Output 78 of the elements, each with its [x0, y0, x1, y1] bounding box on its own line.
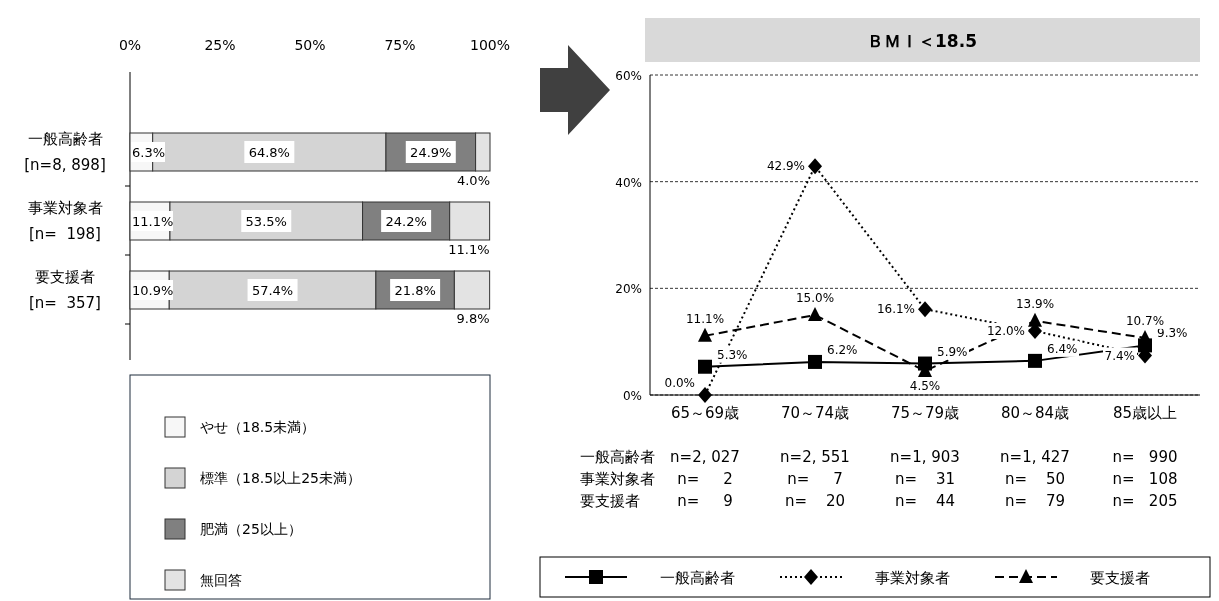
text: n=2, 027 — [670, 448, 740, 466]
point — [808, 307, 822, 321]
legend-label: 事業対象者 — [875, 569, 950, 587]
x-tick-label: 85歳以上 — [1112, 404, 1178, 422]
x-tick-label: 100% — [469, 37, 511, 53]
legend-label: やせ（18.5未満） — [200, 419, 316, 435]
data-label: 0.0% — [664, 376, 695, 390]
text: n= 9 — [677, 492, 733, 510]
data-label: 4.5% — [909, 379, 941, 393]
data-label: 11.1% — [132, 214, 174, 229]
data-label: 6.4% — [1047, 341, 1078, 356]
legend-label: 標準（18.5以上25未満） — [200, 470, 361, 486]
point — [698, 327, 712, 342]
data-label: 53.5% — [245, 214, 287, 229]
data-label: 4.0% — [456, 173, 490, 188]
data-label: 16.1% — [876, 302, 915, 317]
data-label: 21.8% — [394, 283, 436, 298]
text: n=1, 427 — [1000, 448, 1070, 466]
data-label: 42.9% — [766, 159, 805, 174]
data-label: 12.0% — [986, 324, 1025, 338]
data-label: 24.9% — [410, 145, 452, 160]
text: n= 44 — [894, 492, 956, 510]
x-tick-label: 0% — [118, 37, 142, 53]
text: n= 990 — [1112, 448, 1178, 466]
text: n= 2 — [677, 470, 733, 488]
data-label: 24.2% — [385, 214, 427, 229]
chart-title: ＢＭＩ＜18.5 — [867, 31, 977, 51]
y-tick-label: 0% — [622, 389, 642, 403]
text: n= 7 — [787, 470, 843, 488]
x-tick-label: 70～74歳 — [780, 404, 850, 422]
y-tick-label: 40% — [615, 175, 642, 190]
y-tick-label: 20% — [615, 282, 642, 297]
y-tick-label: 60% — [615, 69, 642, 83]
point — [698, 387, 712, 403]
x-tick-label: 75% — [384, 37, 416, 53]
data-label: 9.8% — [456, 311, 490, 326]
data-label: 11.1% — [448, 242, 490, 257]
point — [918, 301, 932, 318]
data-label: 64.8% — [248, 145, 290, 160]
text: n= 79 — [1004, 492, 1066, 510]
point — [1028, 353, 1042, 368]
data-label: 5.3% — [717, 347, 748, 362]
data-label: 13.9% — [1015, 296, 1055, 311]
point — [808, 158, 822, 175]
data-label: 9.3% — [1157, 326, 1188, 341]
text: n= 20 — [784, 492, 846, 510]
legend-label: 要支援者 — [1090, 569, 1150, 587]
point — [1028, 312, 1042, 327]
text: n=2, 551 — [780, 448, 850, 466]
x-tick-label: 75～79歳 — [890, 404, 960, 422]
text: 要支援者 — [580, 492, 640, 510]
y-tick-label: 事業対象者 [n= 198] — [27, 199, 103, 243]
point — [698, 359, 712, 374]
text: n= 108 — [1112, 470, 1178, 488]
x-tick-label: 50% — [294, 37, 326, 53]
data-label: 57.4% — [251, 283, 294, 298]
text: n= 205 — [1112, 492, 1178, 510]
data-label: 15.0% — [795, 291, 835, 305]
y-tick-label: 一般高齢者 [n=8, 898] — [24, 130, 106, 174]
point — [808, 354, 822, 369]
text: n= 50 — [1004, 470, 1066, 488]
x-tick-label: 65～69歳 — [670, 404, 740, 422]
y-tick-label: 要支援者 [n= 357] — [29, 268, 101, 312]
data-label: 5.9% — [937, 344, 968, 359]
data-label: 11.1% — [685, 311, 725, 326]
text: 事業対象者 — [580, 470, 655, 488]
x-tick-label: 80～84歳 — [1000, 404, 1070, 422]
data-label: 7.4% — [1104, 348, 1135, 363]
legend-label: 肥満（25以上） — [200, 521, 302, 537]
data-label: 10.7% — [1125, 313, 1165, 328]
legend-label: 無回答 — [200, 572, 242, 588]
text: 一般高齢者 — [580, 448, 655, 466]
data-label: 6.2% — [827, 342, 858, 357]
x-tick-label: 25% — [204, 37, 236, 53]
text: n= 31 — [894, 470, 956, 488]
data-label: 6.3% — [132, 145, 166, 160]
text: n=1, 903 — [890, 448, 960, 466]
legend-label: 一般高齢者 — [660, 569, 735, 587]
